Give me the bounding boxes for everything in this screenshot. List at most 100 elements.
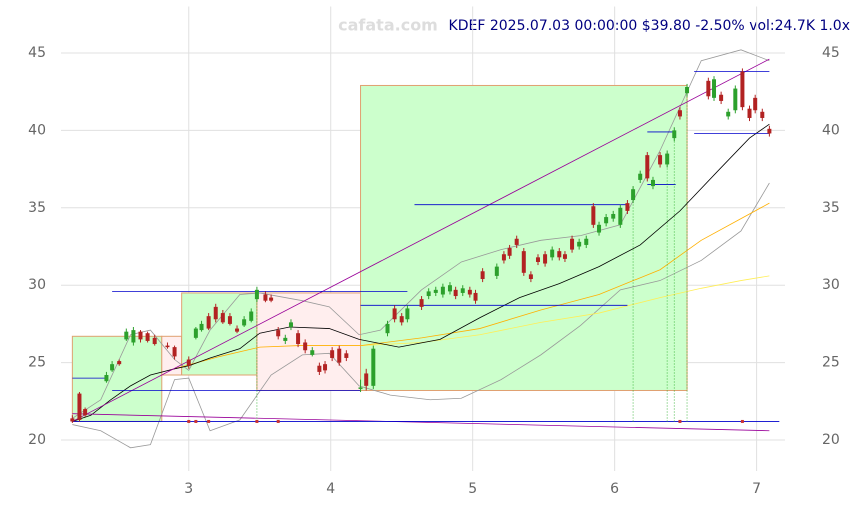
candle-body (447, 285, 452, 292)
candle-body (235, 328, 240, 332)
candle-body (145, 333, 150, 341)
candle-body (677, 110, 682, 117)
zone (360, 84, 688, 391)
y-tick-label: 45 (28, 45, 46, 61)
x-tick-label: 6 (610, 481, 619, 497)
candle-body (399, 316, 404, 323)
signal-marker (255, 419, 259, 423)
watermark: cafata.com (338, 16, 438, 35)
signal-marker (194, 419, 198, 423)
candle-body (665, 153, 670, 165)
candle-body (460, 288, 465, 293)
candle-body (631, 189, 636, 201)
signal-marker (207, 419, 211, 423)
y-tick-label-right: 45 (822, 45, 840, 61)
candle-body (249, 311, 254, 321)
candle-body (283, 337, 288, 341)
zone (256, 292, 362, 391)
candle-body (726, 111, 731, 117)
indicator-line (360, 275, 770, 346)
candle-body (550, 249, 555, 258)
candle-body (453, 289, 458, 297)
candle-body (288, 322, 293, 328)
signal-marker (187, 419, 191, 423)
candle-body (767, 128, 772, 134)
candle-body (507, 248, 512, 256)
candle-body (685, 87, 690, 94)
candle-body (426, 291, 431, 297)
candle-body (303, 342, 308, 351)
candle-body (760, 111, 765, 118)
candle-body (562, 254, 567, 259)
x-tick-label: 5 (468, 481, 477, 497)
candle-body (473, 292, 478, 301)
candle-body (77, 393, 82, 420)
candle-body (165, 345, 170, 348)
candle-body (440, 286, 445, 295)
chart-title: KDEF 2025.07.03 00:00:00 $39.80 -2.50% v… (449, 18, 850, 34)
x-tick-label: 3 (184, 481, 193, 497)
candle-body (392, 308, 397, 320)
candle-body (405, 308, 410, 320)
candle-body (110, 364, 115, 371)
y-tick-label-right: 30 (822, 277, 840, 293)
indicator-line (72, 413, 770, 432)
indicator-line (72, 182, 770, 449)
candle-body (269, 297, 274, 301)
candle-body (337, 348, 342, 363)
candle-body (152, 337, 157, 345)
candle-body (591, 206, 596, 225)
signal-marker (678, 419, 682, 423)
candle-body (753, 97, 758, 111)
candle-body (543, 254, 548, 264)
candle-body (577, 241, 582, 247)
candle-body (467, 289, 472, 295)
candle-body (83, 409, 88, 416)
y-tick-label: 35 (28, 200, 46, 216)
y-tick-label-right: 25 (822, 355, 840, 371)
y-tick-label: 25 (28, 355, 46, 371)
candle-body (570, 238, 575, 250)
candle-body (385, 323, 390, 334)
candle-body (364, 373, 369, 386)
candle-body (618, 207, 623, 225)
candle-body (220, 313, 225, 323)
x-tick-label: 4 (326, 481, 335, 497)
candle-body (263, 294, 268, 301)
candle-body (740, 71, 745, 108)
candle-body (172, 347, 177, 357)
candle-body (501, 254, 506, 261)
candle-body (638, 173, 643, 180)
candle-body (712, 79, 717, 98)
candle-body (323, 364, 328, 371)
indicator-line (174, 202, 770, 370)
candle-body (206, 316, 211, 329)
candle-body (330, 350, 335, 358)
candle-body (317, 365, 322, 372)
candle-body (733, 88, 738, 111)
candle-body (535, 257, 540, 262)
candle-body (719, 94, 724, 101)
candle-body (371, 348, 376, 386)
candle-body (193, 328, 198, 338)
candle-body (604, 217, 609, 224)
candle-body (213, 306, 218, 320)
candle-body (117, 361, 122, 365)
candle-body (104, 375, 109, 382)
candle-body (557, 251, 562, 258)
candle-body (227, 316, 232, 324)
candle-body (521, 251, 526, 273)
candle-body (344, 353, 349, 358)
candle-body (494, 266, 499, 276)
y-tick-label-right: 20 (822, 432, 840, 448)
candle-body (254, 289, 259, 300)
candle-body (131, 330, 136, 343)
signal-marker (276, 419, 280, 423)
indicator-line (72, 123, 770, 422)
candle-body (747, 108, 752, 118)
candle-body (706, 80, 711, 97)
signal-marker (740, 419, 744, 423)
candle-body (199, 323, 204, 331)
candle-body (625, 203, 630, 211)
